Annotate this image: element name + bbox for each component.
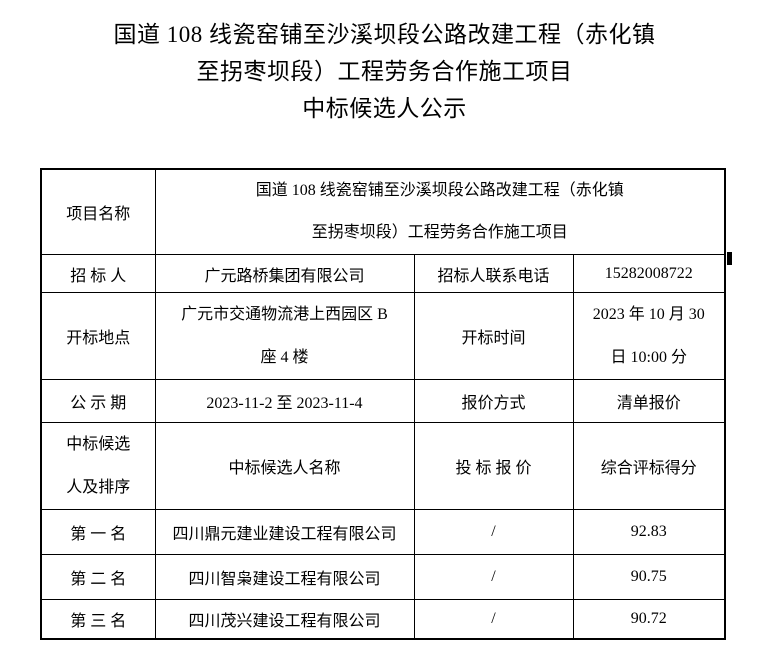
candidate-header-rank-line1: 中标候选	[66, 436, 131, 453]
candidate-header-name: 中标候选人名称	[154, 422, 415, 510]
title-line-2: 至拐枣坝段）工程劳务合作施工项目	[196, 59, 573, 84]
open-location-label: 开标地点	[40, 292, 156, 380]
open-time-value: 2023 年 10 月 30 日 10:00 分	[572, 292, 726, 380]
open-location-value-line2: 座 4 楼	[260, 349, 309, 366]
candidate-2-name: 四川智枭建设工程有限公司	[154, 554, 415, 600]
table-row-candidate-3: 第 三 名 四川茂兴建设工程有限公司 / 90.72	[40, 599, 726, 639]
bidder-phone-value: 15282008722	[572, 254, 726, 293]
quote-method-value: 清单报价	[572, 379, 726, 423]
candidate-header-rank-line2: 人及排序	[66, 479, 131, 496]
candidate-3-score: 90.72	[572, 599, 726, 639]
bidder-label: 招 标 人	[40, 254, 156, 293]
table-row-project-name: 项目名称 国道 108 线瓷窑铺至沙溪坝段公路改建工程（赤化镇 至拐枣坝段）工程…	[40, 168, 726, 255]
open-location-value-line1: 广元市交通物流港上西园区 B	[181, 306, 388, 323]
title-line-3: 中标候选人公示	[302, 96, 467, 121]
publicity-period-value: 2023-11-2 至 2023-11-4	[154, 379, 415, 423]
project-name-label: 项目名称	[40, 168, 156, 255]
text-cursor-mark	[727, 252, 732, 265]
table-row-bid-opening: 开标地点 广元市交通物流港上西园区 B 座 4 楼 开标时间 2023 年 10…	[40, 292, 726, 380]
title-line-1: 国道 108 线瓷窑铺至沙溪坝段公路改建工程（赤化镇	[113, 22, 656, 47]
candidate-1-rank: 第 一 名	[40, 509, 156, 555]
project-name-value: 国道 108 线瓷窑铺至沙溪坝段公路改建工程（赤化镇 至拐枣坝段）工程劳务合作施…	[154, 168, 726, 255]
candidate-2-bid: /	[413, 554, 574, 600]
project-name-value-line2: 至拐枣坝段）工程劳务合作施工项目	[311, 224, 568, 241]
open-time-value-line1: 2023 年 10 月 30	[592, 306, 705, 323]
bidder-value: 广元路桥集团有限公司	[154, 254, 415, 293]
candidate-3-name: 四川茂兴建设工程有限公司	[154, 599, 415, 639]
project-name-value-line1: 国道 108 线瓷窑铺至沙溪坝段公路改建工程（赤化镇	[255, 182, 624, 199]
document-title: 国道 108 线瓷窑铺至沙溪坝段公路改建工程（赤化镇 至拐枣坝段）工程劳务合作施…	[0, 16, 769, 127]
open-time-label: 开标时间	[413, 292, 574, 380]
bidder-phone-label: 招标人联系电话	[413, 254, 574, 293]
candidate-header-rank: 中标候选 人及排序	[40, 422, 156, 510]
candidate-3-rank: 第 三 名	[40, 599, 156, 639]
table-row-publicity: 公 示 期 2023-11-2 至 2023-11-4 报价方式 清单报价	[40, 379, 726, 423]
candidate-1-score: 92.83	[572, 509, 726, 555]
open-location-value: 广元市交通物流港上西园区 B 座 4 楼	[154, 292, 415, 380]
table-row-candidate-header: 中标候选 人及排序 中标候选人名称 投 标 报 价 综合评标得分	[40, 422, 726, 510]
publicity-period-label: 公 示 期	[40, 379, 156, 423]
candidate-header-score: 综合评标得分	[572, 422, 726, 510]
table-row-candidate-1: 第 一 名 四川鼎元建业建设工程有限公司 / 92.83	[40, 509, 726, 555]
quote-method-label: 报价方式	[413, 379, 574, 423]
bid-announcement-table: 项目名称 国道 108 线瓷窑铺至沙溪坝段公路改建工程（赤化镇 至拐枣坝段）工程…	[40, 168, 727, 640]
table-row-bidder: 招 标 人 广元路桥集团有限公司 招标人联系电话 15282008722	[40, 254, 726, 293]
table-row-candidate-2: 第 二 名 四川智枭建设工程有限公司 / 90.75	[40, 554, 726, 600]
candidate-1-name: 四川鼎元建业建设工程有限公司	[154, 509, 415, 555]
candidate-header-bid: 投 标 报 价	[413, 422, 574, 510]
open-time-value-line2: 日 10:00 分	[610, 349, 687, 366]
candidate-2-rank: 第 二 名	[40, 554, 156, 600]
candidate-3-bid: /	[413, 599, 574, 639]
candidate-1-bid: /	[413, 509, 574, 555]
candidate-2-score: 90.75	[572, 554, 726, 600]
